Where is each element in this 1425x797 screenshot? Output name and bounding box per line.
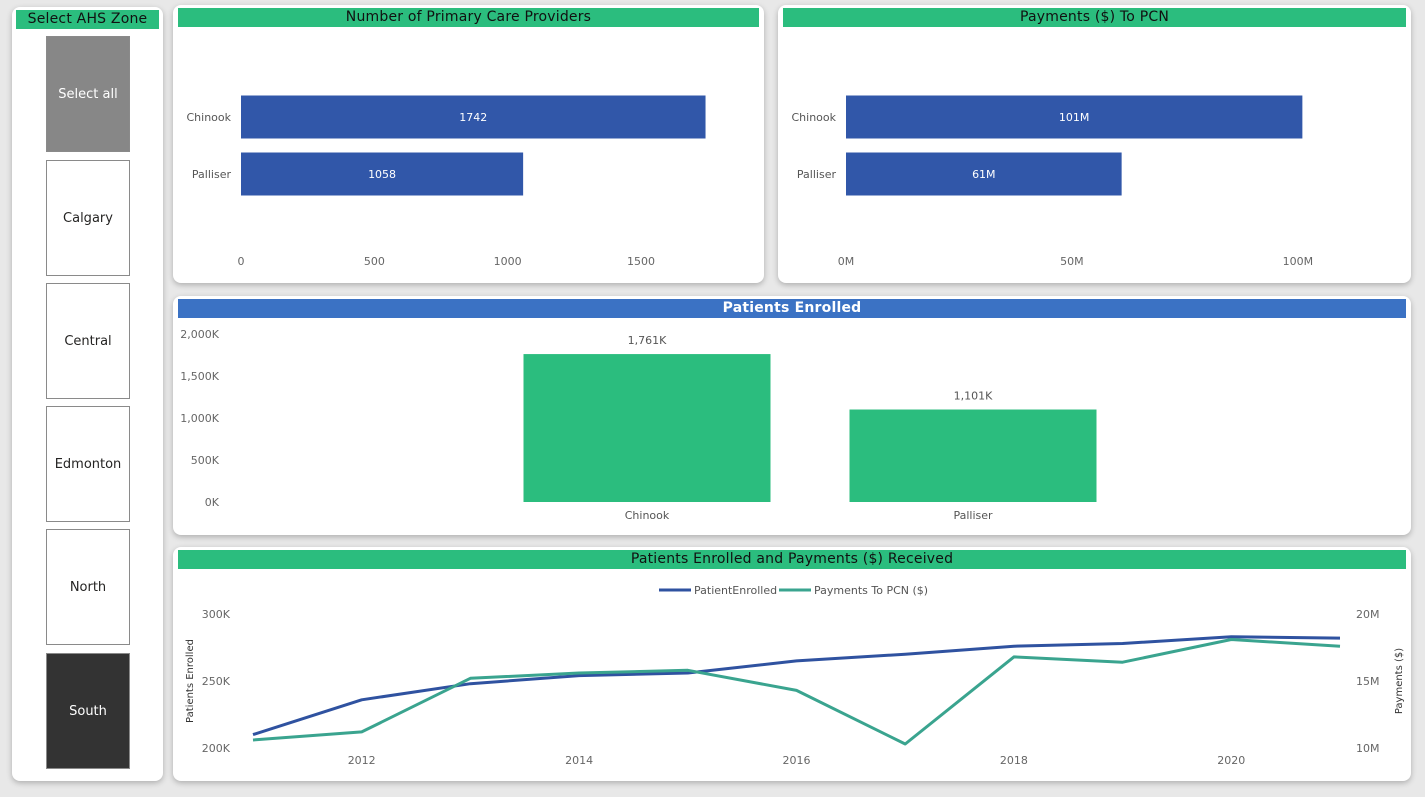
enrolled-category-label: Chinook [625, 509, 670, 522]
trend-right-tick-label: 15M [1356, 675, 1380, 688]
providers-tick-label: 1500 [627, 255, 655, 268]
providers-tick-label: 0 [238, 255, 245, 268]
providers-value-label: 1742 [459, 111, 487, 124]
trend-legend-label: PatientEnrolled [694, 584, 777, 597]
trend-legend-label: Payments To PCN ($) [814, 584, 928, 597]
enrolled-chart: 0K 500K 1,000K 1,500K 2,000K 1,761K Chinook 1,1… [180, 328, 1097, 522]
providers-chart: Chinook 1742 Palliser 1058 0 500 1000 1500 [186, 95, 706, 268]
trend-title: Patients Enrolled and Payments ($) Recei… [178, 550, 1406, 569]
payments-tick-label: 100M [1283, 255, 1314, 268]
enrolled-bar [523, 354, 771, 502]
enrolled-value-label: 1,761K [628, 334, 667, 347]
trend-x-tick-label: 2014 [565, 754, 593, 767]
enrolled-tick-label: 1,500K [180, 370, 219, 383]
trend-series-line-payments [252, 638, 1341, 746]
payments-chart: Chinook 101M Palliser 61M 0M 50M 100M [791, 95, 1314, 268]
providers-tick-label: 500 [364, 255, 385, 268]
enrolled-tick-label: 0K [205, 496, 220, 509]
providers-bar [241, 152, 524, 196]
providers-tick-label: 1000 [494, 255, 522, 268]
providers-title: Number of Primary Care Providers [178, 8, 759, 27]
slicer-title: Select AHS Zone [16, 10, 159, 29]
providers-value-label: 1058 [368, 168, 396, 181]
trend-left-axis-title: Patients Enrolled [185, 639, 196, 723]
payments-bar [846, 95, 1303, 139]
enrolled-bar [849, 409, 1097, 502]
zone-slicer: Select AHS Zone Select all Calgary Central… [12, 7, 163, 781]
trend-left-tick-label: 200K [202, 742, 231, 755]
payments-card: Payments ($) To PCN Chinook 101M Palliser 6… [778, 5, 1411, 283]
slicer-item-edmonton[interactable]: Edmonton [46, 406, 130, 522]
slicer-item-north[interactable]: North [46, 529, 130, 645]
payments-tick-label: 0M [838, 255, 855, 268]
payments-category-label: Palliser [797, 168, 837, 181]
enrolled-tick-label: 1,000K [180, 412, 219, 425]
payments-category-label: Chinook [791, 111, 836, 124]
payments-tick-label: 50M [1060, 255, 1084, 268]
enrolled-tick-label: 500K [191, 454, 220, 467]
enrolled-value-label: 1,101K [954, 390, 993, 403]
providers-card: Number of Primary Care Providers Chinook… [173, 5, 764, 283]
trend-series-line-enrolled [252, 635, 1341, 737]
slicer-item-select-all[interactable]: Select all [46, 36, 130, 152]
trend-right-axis-title: Payments ($) [1394, 648, 1405, 714]
providers-bar [241, 95, 706, 139]
trend-x-tick-label: 2016 [783, 754, 811, 767]
trend-right-tick-label: 20M [1356, 608, 1380, 621]
payments-title: Payments ($) To PCN [783, 8, 1406, 27]
slicer-item-central[interactable]: Central [46, 283, 130, 399]
payments-bar [846, 152, 1122, 196]
slicer-item-calgary[interactable]: Calgary [46, 160, 130, 276]
enrolled-card: Patients Enrolled 0K 500K 1,000K 1,500K 2,00… [173, 296, 1411, 535]
slicer-item-south[interactable]: South [46, 653, 130, 769]
payments-value-label: 61M [972, 168, 996, 181]
trend-card: Patients Enrolled and Payments ($) Recei… [173, 547, 1411, 781]
enrolled-tick-label: 2,000K [180, 328, 219, 341]
trend-x-tick-label: 2018 [1000, 754, 1028, 767]
payments-value-label: 101M [1059, 111, 1090, 124]
enrolled-category-label: Palliser [953, 509, 993, 522]
trend-x-tick-label: 2012 [348, 754, 376, 767]
trend-chart: PatientEnrolled Payments To PCN ($) 200K 10… [185, 584, 1405, 767]
enrolled-title: Patients Enrolled [178, 299, 1406, 318]
providers-category-label: Chinook [186, 111, 231, 124]
trend-x-tick-label: 2020 [1217, 754, 1245, 767]
providers-category-label: Palliser [192, 168, 232, 181]
trend-left-tick-label: 300K [202, 608, 231, 621]
trend-right-tick-label: 10M [1356, 742, 1380, 755]
trend-left-tick-label: 250K [202, 675, 231, 688]
